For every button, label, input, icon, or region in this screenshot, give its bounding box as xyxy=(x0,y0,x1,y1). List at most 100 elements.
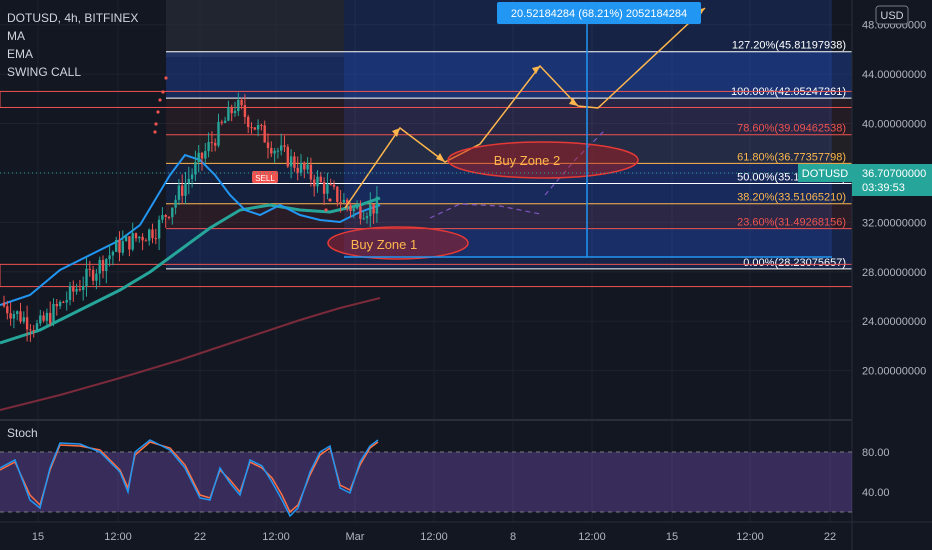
candle-body xyxy=(62,301,65,303)
buy-zone-1-ellipse xyxy=(327,226,469,260)
indicator-swing-call[interactable]: SWING CALL xyxy=(7,65,81,79)
symbol-title[interactable]: DOTUSD, 4h, BITFINEX xyxy=(7,11,138,25)
candle-body xyxy=(375,196,379,214)
candle-body xyxy=(273,150,276,154)
indicator-ema[interactable]: EMA xyxy=(7,47,33,61)
swing-dot xyxy=(154,122,158,126)
ma-long-line xyxy=(0,297,381,411)
candle-body xyxy=(270,147,273,154)
time-tick: Mar xyxy=(346,531,365,543)
fib-label: 61.80%(36.77357798) xyxy=(737,151,846,163)
candle-body xyxy=(9,313,12,319)
candle-body xyxy=(342,199,346,203)
candle-body xyxy=(372,204,375,214)
price-tick: 44.00000000 xyxy=(862,69,926,81)
candle-body xyxy=(134,233,138,239)
candle-body xyxy=(105,259,108,272)
candle-body xyxy=(190,174,194,179)
price-tick: 20.00000000 xyxy=(862,366,926,378)
candle-body xyxy=(184,183,187,196)
candle-body xyxy=(247,116,250,128)
swing-dot xyxy=(328,198,332,202)
indicator-ma[interactable]: MA xyxy=(7,29,25,43)
candle-body xyxy=(332,184,336,187)
measure-label: 20.52184284 (68.21%) 2052184284 xyxy=(511,8,687,20)
arrow-head-1 xyxy=(392,128,400,137)
candle-body xyxy=(223,120,227,123)
candle-body xyxy=(164,215,167,217)
candle-body xyxy=(171,207,174,218)
candle-body xyxy=(197,152,200,163)
candle-body xyxy=(91,269,95,281)
candle-body xyxy=(200,152,204,159)
arrow-head-3 xyxy=(532,66,540,74)
time-tick: 8 xyxy=(510,531,516,543)
candle-body xyxy=(280,145,283,151)
currency-button-label: USD xyxy=(880,10,903,22)
price-tick: 40.00000000 xyxy=(862,119,926,131)
candle-body xyxy=(296,167,299,173)
candle-body xyxy=(181,185,184,196)
candle-body xyxy=(108,255,111,260)
candle-body xyxy=(352,208,355,212)
candle-body xyxy=(167,216,171,218)
candle-body xyxy=(256,124,260,130)
buy-zone-1-label: Buy Zone 1 xyxy=(351,237,418,252)
candle-body xyxy=(293,156,296,168)
time-tick: 12:00 xyxy=(578,531,606,543)
stoch-tick-80: 80.00 xyxy=(862,447,890,459)
projection-path xyxy=(344,7,706,209)
candle-body xyxy=(299,162,303,173)
candle-body xyxy=(144,240,148,242)
time-tick: 12:00 xyxy=(104,531,132,543)
candle-body xyxy=(214,143,217,146)
stoch-tick-40: 40.00 xyxy=(862,487,890,499)
candle-body xyxy=(29,329,32,331)
fib-label: 38.20%(33.51065210) xyxy=(737,192,846,204)
candle-body xyxy=(154,238,157,240)
swing-dot xyxy=(161,90,165,94)
candle-body xyxy=(49,312,52,324)
candle-body xyxy=(365,216,369,219)
projection-zone-dark xyxy=(166,0,344,57)
candle-body xyxy=(118,240,121,253)
swing-dot xyxy=(324,208,328,212)
candle-body xyxy=(243,105,247,117)
candle-body xyxy=(359,206,362,219)
swing-dot xyxy=(153,130,157,134)
fib-retracement: 127.20%(45.81197938) 100.00%(42.05247261)… xyxy=(0,40,853,288)
sell-tag-box xyxy=(252,171,278,183)
candle-body xyxy=(19,311,22,322)
time-tick: 12:00 xyxy=(262,531,290,543)
candle-body xyxy=(237,100,240,112)
candle-body xyxy=(233,111,237,114)
candles xyxy=(2,92,379,342)
stoch-title[interactable]: Stoch xyxy=(7,426,38,440)
candle-body xyxy=(174,199,177,208)
candle-body xyxy=(25,317,29,330)
candle-body xyxy=(68,285,72,300)
candle-body xyxy=(42,315,45,321)
currency-button[interactable] xyxy=(875,5,909,25)
candle-body xyxy=(85,268,88,286)
arrow-head-4 xyxy=(569,98,578,106)
candle-body xyxy=(346,199,349,206)
candle-body xyxy=(82,285,85,290)
symbol-badge-label: DOTUSD xyxy=(802,168,849,180)
candle-body xyxy=(157,219,161,239)
swing-dot xyxy=(164,76,168,80)
candle-body xyxy=(121,241,124,253)
candle-body xyxy=(75,289,78,292)
candle-body xyxy=(289,156,293,167)
candle-body xyxy=(65,299,68,303)
candle-body xyxy=(217,121,220,146)
price-axis: 48.0000000044.0000000040.0000000036.0000… xyxy=(862,20,926,378)
candle-body xyxy=(369,204,372,217)
fib-label: 78.60%(39.09462538) xyxy=(737,123,846,135)
grid-lines xyxy=(0,0,852,522)
candle-body xyxy=(115,240,118,252)
swing-dot xyxy=(156,110,160,114)
time-tick: 15 xyxy=(32,531,44,543)
fib-band xyxy=(166,98,852,135)
